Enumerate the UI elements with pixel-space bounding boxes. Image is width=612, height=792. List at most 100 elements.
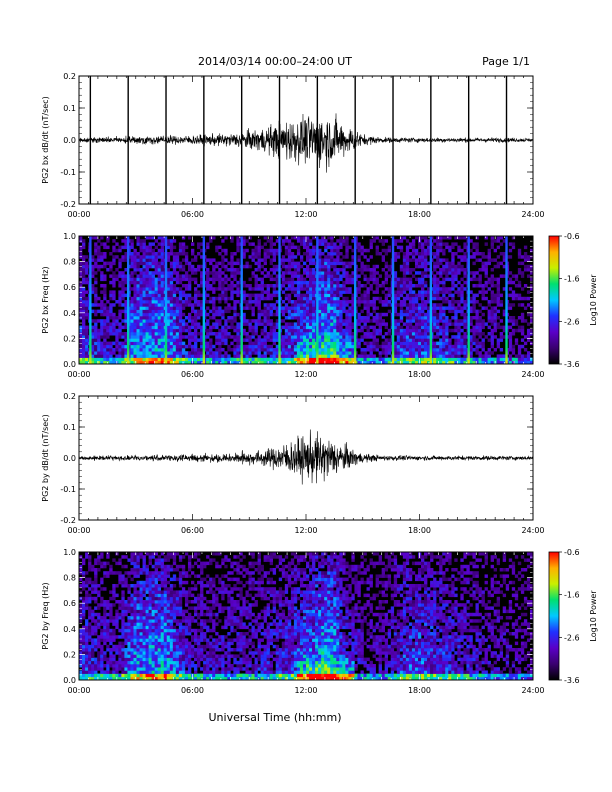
spectrogram-cell xyxy=(526,338,531,342)
spectrogram-cell xyxy=(85,280,89,285)
spectrogram-cell xyxy=(396,245,401,250)
spectrogram-cell xyxy=(142,287,146,291)
spectrogram-cell xyxy=(360,252,364,256)
spectrogram-cell xyxy=(227,284,231,288)
spectrogram-cell xyxy=(490,360,494,365)
spectrogram-cell xyxy=(266,344,270,349)
spectrogram-cell xyxy=(272,322,277,326)
spectrogram-cell xyxy=(221,316,225,320)
spectrogram-cell xyxy=(190,306,195,310)
spectrogram-cell xyxy=(130,335,134,339)
spectrogram-cell xyxy=(442,338,446,342)
spectrogram-cell xyxy=(299,344,304,349)
spectrogram-cell xyxy=(142,316,146,320)
spectrogram-cell xyxy=(345,300,349,304)
spectrogram-cell xyxy=(172,335,177,339)
spectrogram-cell xyxy=(106,236,110,240)
spectrogram-cell xyxy=(166,357,171,362)
spectrogram-cell xyxy=(339,360,343,365)
spectrogram-cell xyxy=(175,264,180,269)
spectrogram-cell xyxy=(136,242,140,246)
spectrogram-cell xyxy=(502,328,507,333)
spectrogram-cell xyxy=(212,287,216,291)
spectrogram-cell xyxy=(145,354,149,358)
spectrogram-cell xyxy=(275,357,280,362)
spectrogram-cell xyxy=(445,319,449,323)
spectrogram-cell xyxy=(414,284,419,288)
spectrogram-cell xyxy=(463,338,467,342)
spectrogram-cell xyxy=(100,360,104,365)
spectrogram-cell xyxy=(187,296,192,301)
spectrogram-cell xyxy=(508,277,513,282)
spectrogram-cell xyxy=(306,293,310,298)
spectrogram-cell xyxy=(396,255,401,259)
spectrogram-cell xyxy=(236,287,240,291)
spectrogram-cell xyxy=(436,284,440,288)
spectrogram-cell xyxy=(194,309,198,314)
spectrogram-cell xyxy=(275,306,280,310)
spectrogram-cell xyxy=(427,306,431,310)
spectrogram-cell xyxy=(82,303,86,307)
spectrogram-cell xyxy=(399,306,404,310)
spectrogram-cell xyxy=(324,303,328,307)
spectrogram-cell xyxy=(181,319,186,323)
spectrogram-cell xyxy=(369,332,373,336)
spectrogram-cell xyxy=(369,303,373,307)
spectrogram-cell xyxy=(142,264,146,269)
spectrogram-cell xyxy=(348,335,352,339)
spectrogram-cell xyxy=(230,357,234,362)
spectrogram-cell xyxy=(351,325,355,330)
spectrogram-cell xyxy=(139,309,143,314)
spectrogram-cell xyxy=(306,325,310,330)
spectrogram-cell xyxy=(414,325,419,330)
spectrogram-cell xyxy=(345,261,349,266)
spectrogram-cell xyxy=(514,354,519,358)
spectrogram-cell xyxy=(424,271,428,275)
spectrogram-cell xyxy=(427,328,431,333)
spectrogram-cell xyxy=(345,252,349,256)
spectrogram-cell xyxy=(88,606,92,610)
spectrogram-cell xyxy=(439,236,443,240)
spectrogram-cell xyxy=(478,341,482,346)
spectrogram-cell xyxy=(312,316,316,320)
spectrogram-cell xyxy=(263,306,267,310)
spectrogram-cell xyxy=(339,245,343,250)
spectrogram-cell xyxy=(251,293,255,298)
spectrogram-cell xyxy=(520,338,525,342)
spectrogram-cell xyxy=(79,354,83,358)
spectrogram-cell xyxy=(312,293,316,298)
spectrogram-cell xyxy=(306,312,310,317)
spectrogram-cell xyxy=(487,354,491,358)
spectrogram-cell xyxy=(306,248,310,253)
spectrogram-cell xyxy=(469,322,473,326)
spectrogram-cell xyxy=(218,335,222,339)
calibration-spike xyxy=(353,236,357,364)
spectrogram-cell xyxy=(514,341,519,346)
spectrogram-cell xyxy=(194,335,198,339)
spectrogram-cell xyxy=(460,264,464,269)
spectrogram-cell xyxy=(333,261,337,266)
spectrogram-cell xyxy=(94,338,98,342)
spectrogram-cell xyxy=(372,236,376,240)
spectrogram-cell xyxy=(124,309,128,314)
spectrogram-cell xyxy=(94,277,98,282)
spectrogram-cell xyxy=(206,322,210,326)
spectrogram-cell xyxy=(345,325,349,330)
spectrogram-cell xyxy=(306,239,310,243)
spectrogram-cell xyxy=(442,322,446,326)
spectrogram-cell xyxy=(405,280,410,285)
spectrogram-cell xyxy=(181,300,186,304)
spectrogram-cell xyxy=(451,284,455,288)
spectrogram-cell xyxy=(154,351,158,355)
spectrogram-cell xyxy=(88,638,92,642)
spectrogram-cell xyxy=(142,319,146,323)
spectrogram-cell xyxy=(148,287,152,291)
spectrogram-cell xyxy=(330,264,334,269)
spectrogram-cell xyxy=(433,255,437,259)
spectrogram-cell xyxy=(245,354,249,358)
spectrogram-cell xyxy=(414,357,419,362)
spectrogram-cell xyxy=(85,357,89,362)
spectrogram-cell xyxy=(88,555,92,559)
spectrogram-cell xyxy=(427,261,431,266)
spectrogram-cell xyxy=(257,338,261,342)
